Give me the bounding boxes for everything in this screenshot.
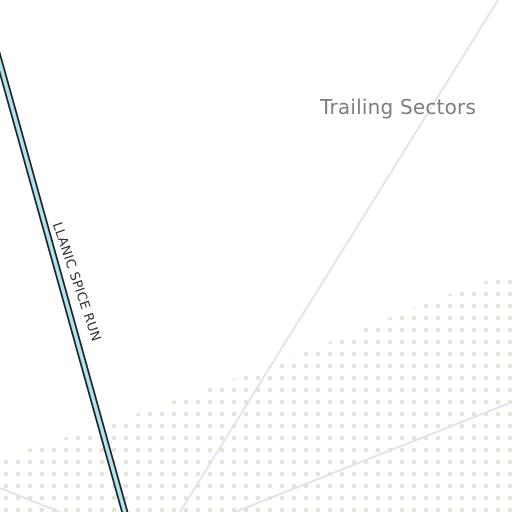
hyperlane-lower-right bbox=[234, 401, 512, 512]
trade-route-line[interactable] bbox=[0, 35, 127, 512]
hyperlane-lower-left bbox=[0, 487, 61, 512]
region-label: Trailing Sectors bbox=[320, 95, 477, 119]
hyperlane-diagonal bbox=[179, 0, 499, 512]
